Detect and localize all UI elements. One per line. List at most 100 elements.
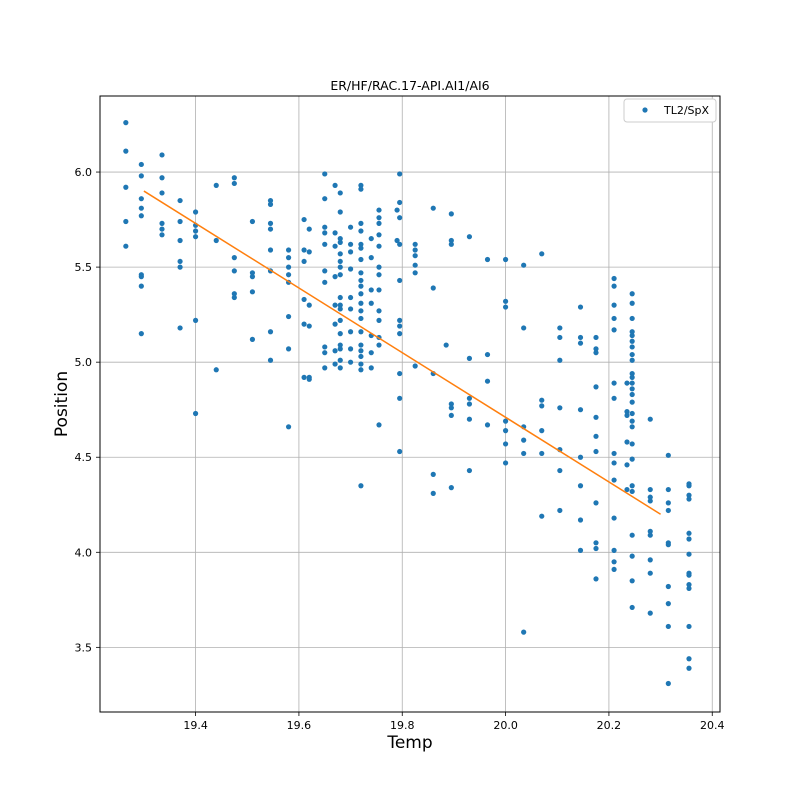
data-point bbox=[358, 283, 364, 289]
data-point bbox=[647, 486, 653, 493]
data-point bbox=[267, 201, 274, 207]
data-point bbox=[306, 376, 312, 382]
data-point bbox=[267, 357, 274, 363]
data-point bbox=[376, 215, 382, 221]
data-point bbox=[347, 346, 354, 352]
data-point bbox=[159, 175, 165, 181]
data-point bbox=[397, 171, 403, 177]
data-point bbox=[159, 226, 165, 232]
data-point bbox=[285, 313, 292, 320]
data-point bbox=[577, 340, 584, 346]
data-point bbox=[502, 256, 509, 263]
y-axis: 3.5 4.0 4.5 5.0 5.5 6.0 bbox=[75, 166, 100, 654]
data-point bbox=[466, 401, 473, 407]
data-point bbox=[521, 325, 527, 331]
data-point bbox=[322, 171, 328, 177]
y-tick-label: 3.5 bbox=[75, 641, 93, 654]
data-point bbox=[448, 211, 454, 217]
data-point bbox=[177, 264, 183, 270]
data-point bbox=[647, 557, 653, 563]
data-point bbox=[629, 391, 635, 398]
data-point bbox=[577, 483, 584, 489]
data-point bbox=[593, 433, 599, 439]
data-point bbox=[123, 243, 129, 249]
data-point bbox=[647, 494, 653, 500]
data-point bbox=[376, 207, 382, 213]
data-point bbox=[629, 410, 635, 417]
x-tick-label: 20.0 bbox=[493, 719, 518, 732]
data-point bbox=[466, 355, 473, 361]
data-point bbox=[629, 329, 635, 335]
data-point bbox=[397, 199, 403, 206]
y-axis-label: Position bbox=[52, 371, 72, 437]
data-point bbox=[249, 218, 256, 225]
data-point bbox=[358, 315, 364, 322]
data-point bbox=[337, 365, 343, 371]
data-point bbox=[577, 334, 584, 341]
data-point bbox=[347, 294, 354, 301]
data-point bbox=[611, 302, 617, 308]
data-point bbox=[231, 255, 237, 261]
data-point bbox=[629, 351, 635, 358]
data-point bbox=[484, 422, 491, 428]
x-tick-label: 20.2 bbox=[597, 719, 622, 732]
data-point bbox=[332, 243, 338, 249]
data-point bbox=[306, 226, 312, 232]
data-point bbox=[267, 329, 274, 335]
data-point bbox=[629, 604, 635, 611]
data-point bbox=[347, 359, 354, 365]
data-point bbox=[577, 407, 584, 413]
data-point bbox=[138, 196, 144, 202]
data-point bbox=[397, 241, 403, 247]
data-point bbox=[347, 329, 354, 335]
data-point bbox=[593, 448, 599, 455]
data-point bbox=[448, 401, 454, 407]
data-point bbox=[686, 656, 692, 662]
data-point bbox=[647, 416, 653, 422]
data-point bbox=[397, 370, 403, 377]
data-point bbox=[466, 416, 473, 422]
data-point bbox=[231, 294, 237, 301]
data-point bbox=[466, 395, 473, 401]
data-point bbox=[337, 264, 343, 270]
data-point bbox=[267, 226, 274, 232]
data-point bbox=[557, 405, 563, 411]
data-point bbox=[368, 287, 374, 293]
data-point bbox=[577, 517, 584, 523]
legend: TL2/SpX bbox=[623, 98, 717, 123]
data-point bbox=[686, 551, 692, 557]
data-point bbox=[611, 460, 617, 466]
legend-marker bbox=[642, 107, 648, 113]
data-point bbox=[466, 467, 473, 474]
data-point bbox=[611, 566, 617, 573]
y-tick-label: 6.0 bbox=[75, 166, 93, 179]
data-point bbox=[502, 418, 509, 424]
data-point bbox=[665, 601, 671, 607]
data-point bbox=[686, 582, 692, 588]
data-point bbox=[337, 251, 343, 257]
data-point bbox=[539, 513, 545, 519]
data-point bbox=[448, 237, 454, 244]
data-point bbox=[347, 266, 354, 272]
data-point bbox=[358, 367, 364, 373]
data-point bbox=[629, 338, 635, 344]
x-tick-label: 19.8 bbox=[390, 719, 415, 732]
data-point bbox=[397, 215, 403, 221]
y-tick-label: 5.0 bbox=[75, 356, 93, 369]
data-point bbox=[337, 235, 343, 242]
data-point bbox=[629, 380, 635, 386]
data-point bbox=[358, 256, 364, 263]
data-point bbox=[376, 342, 382, 348]
data-point bbox=[484, 351, 491, 358]
data-point bbox=[624, 412, 630, 419]
data-point bbox=[337, 209, 343, 215]
data-point bbox=[629, 553, 635, 559]
data-point bbox=[285, 264, 292, 270]
data-point bbox=[177, 237, 183, 244]
data-point bbox=[347, 241, 354, 247]
data-point bbox=[629, 370, 635, 377]
data-point bbox=[337, 190, 343, 196]
data-point bbox=[397, 448, 403, 455]
grid bbox=[100, 96, 720, 712]
plot-frame bbox=[99, 95, 721, 713]
